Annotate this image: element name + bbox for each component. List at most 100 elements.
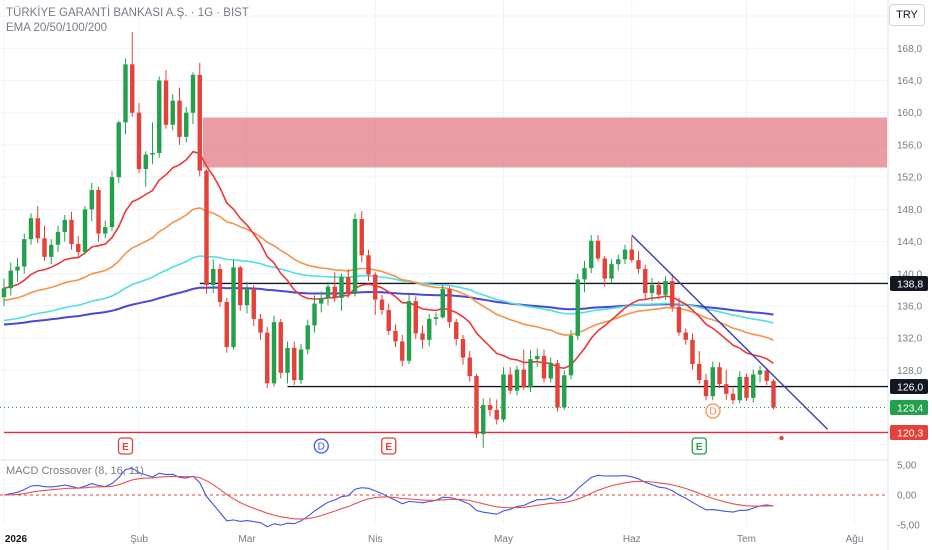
candle [622, 244, 628, 265]
price-tick-label: 136,0 [897, 302, 922, 313]
candle-body [602, 258, 607, 279]
candle [400, 334, 405, 367]
candle [170, 94, 175, 131]
candle-body [433, 317, 439, 319]
dividend-marker-label: D [318, 442, 325, 453]
candle-body [373, 274, 378, 300]
dividend-marker[interactable]: D [705, 403, 721, 419]
candle-body [467, 357, 472, 377]
price-tick-label: 164,0 [897, 76, 922, 87]
candle-body [487, 405, 493, 410]
candle [89, 182, 94, 222]
candle [278, 318, 283, 379]
candle [508, 367, 513, 394]
candle [609, 259, 614, 284]
dividend-marker[interactable]: D [313, 438, 329, 454]
candle [481, 398, 486, 448]
currency-button[interactable]: TRY [889, 4, 925, 26]
candle-body [400, 341, 405, 361]
candle [757, 365, 763, 383]
candle [683, 328, 688, 345]
time-tick-label: 2026 [5, 534, 28, 545]
candle-body [238, 267, 243, 306]
macd-indicator-label: MACD Crossover (8, 16, 11) [6, 465, 144, 477]
candle [332, 272, 337, 302]
candle [197, 62, 202, 177]
candle-body [656, 285, 661, 295]
candle-body [514, 369, 520, 391]
candle [292, 341, 297, 385]
price-tick-label: 160,0 [897, 108, 922, 119]
candle-body [474, 376, 479, 435]
candle [744, 373, 749, 402]
candle-body [319, 297, 324, 304]
symbol-title: TÜRKİYE GARANTİ BANKASI A.Ş. · 1G · BIST [6, 7, 249, 19]
candle-body [265, 332, 270, 384]
candle-body [35, 218, 40, 239]
candle-body [629, 249, 634, 261]
candle [663, 276, 668, 300]
ema-100-line [3, 255, 774, 324]
candle [589, 235, 594, 273]
trendline-layer [631, 234, 828, 430]
candle [460, 334, 466, 365]
time-tick-label: May [494, 534, 513, 545]
candle-body [427, 318, 432, 340]
candle-body [562, 375, 567, 408]
price-tick-label: 168,0 [897, 44, 922, 55]
earnings-marker-label: E [696, 442, 703, 453]
candle-body [528, 359, 533, 388]
candle [697, 351, 702, 385]
candle [717, 362, 722, 389]
dividend-marker-circle [313, 438, 329, 454]
candle-body [589, 240, 594, 269]
candle [676, 297, 682, 336]
candle-body [447, 289, 452, 323]
earnings-marker[interactable]: E [691, 437, 707, 455]
candle [730, 388, 736, 405]
price-label-text: 126,0 [897, 382, 923, 394]
earnings-marker[interactable]: E [117, 437, 134, 455]
candle-body [177, 100, 182, 137]
candle-body [339, 277, 344, 298]
candle-body [136, 112, 142, 170]
candle-body [82, 209, 88, 253]
candle-body [285, 347, 290, 373]
dividend-marker-circle [705, 403, 721, 419]
candle-body [170, 100, 175, 125]
candle-body [42, 238, 47, 257]
candle [528, 350, 533, 393]
candle-body [541, 355, 547, 379]
candle [55, 225, 61, 253]
candle [1, 278, 7, 306]
candle-body [386, 310, 391, 331]
candle [258, 314, 263, 340]
candle [265, 326, 270, 389]
earnings-marker[interactable]: E [381, 437, 397, 455]
candle [494, 399, 499, 425]
time-tick-label: Mar [238, 534, 256, 545]
time-tick-label: Tem [737, 534, 756, 545]
time-tick-label: Haz [623, 534, 641, 545]
candle-body [717, 367, 722, 385]
candle-body [251, 289, 256, 319]
candle-body [224, 301, 229, 348]
candle [62, 214, 67, 242]
earnings-marker-box [117, 437, 134, 455]
candle-body [568, 335, 574, 376]
candle-body [643, 268, 648, 294]
candle [447, 286, 452, 328]
candle-body [332, 286, 337, 298]
ema-50-line [3, 207, 774, 341]
candle-body [379, 299, 385, 311]
candle-body [69, 219, 74, 244]
candle [440, 285, 445, 319]
candle-body [703, 380, 709, 397]
candle-body [737, 376, 742, 401]
candle-body [676, 306, 682, 333]
candle-body [440, 289, 445, 318]
time-tick-label: Ağu [846, 534, 864, 545]
resistance-zone-layer [202, 117, 887, 168]
candle [643, 264, 648, 299]
